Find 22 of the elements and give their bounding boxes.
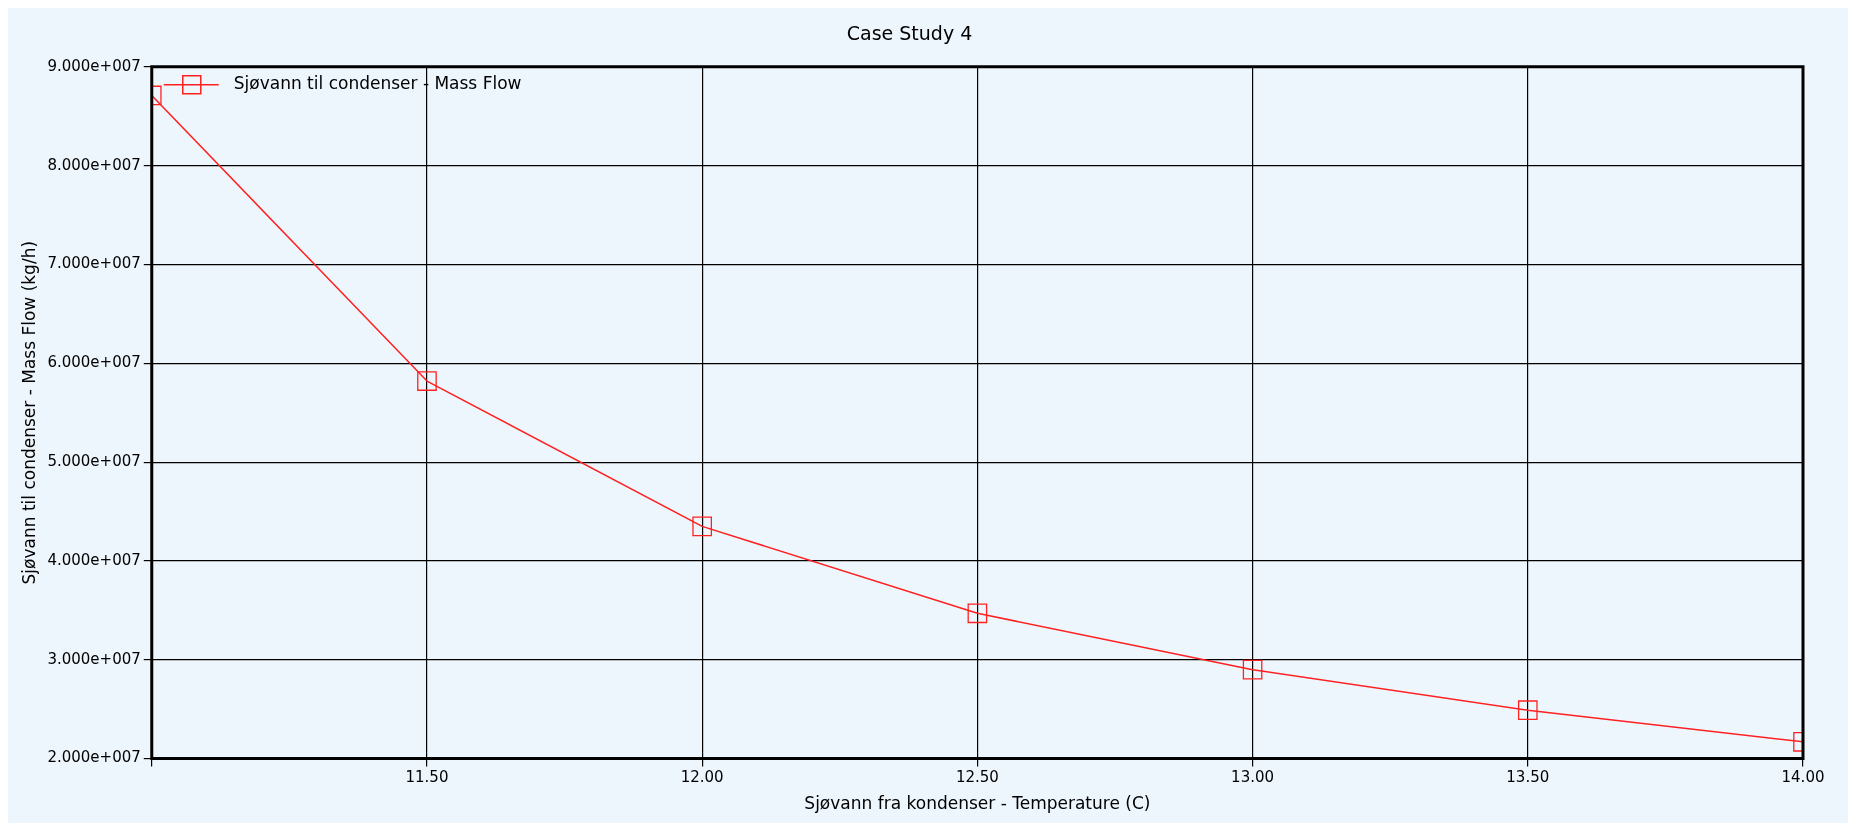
- y-tick-label: 5.000e+007: [47, 452, 141, 470]
- x-tick-label: 12.00: [680, 768, 724, 787]
- point: [692, 516, 713, 537]
- point: [1242, 659, 1263, 680]
- y-tick-label: 6.000e+007: [47, 353, 141, 372]
- legend-label: Sjøvann til condenser - Mass Flow: [233, 73, 522, 94]
- point: [967, 603, 988, 624]
- y-tick-label: 7.000e+007: [47, 254, 141, 273]
- y-tick-label: 8.000e+007: [47, 155, 141, 174]
- y-tick-label: 2.000e+007: [47, 748, 141, 767]
- x-tick-label: 12.50: [955, 768, 999, 787]
- x-tick-label: 11.50: [405, 768, 449, 787]
- y-tick-label: 4.000e+007: [47, 550, 141, 569]
- x-axis-title: Sjøvann fra kondenser - Temperature (C): [804, 793, 1151, 814]
- y-tick-label: 3.000e+007: [47, 649, 141, 668]
- y-axis-title: Sjøvann til condenser - Mass Flow (kg/h): [18, 240, 39, 585]
- x-tick-label: 13.50: [1506, 768, 1550, 787]
- x-tick-label: 14.00: [1781, 768, 1825, 787]
- point: [1517, 700, 1538, 721]
- x-tick-label: 13.00: [1231, 768, 1275, 787]
- chart-title: Case Study 4: [846, 22, 973, 45]
- y-tick-label: 9.000e+007: [47, 56, 141, 75]
